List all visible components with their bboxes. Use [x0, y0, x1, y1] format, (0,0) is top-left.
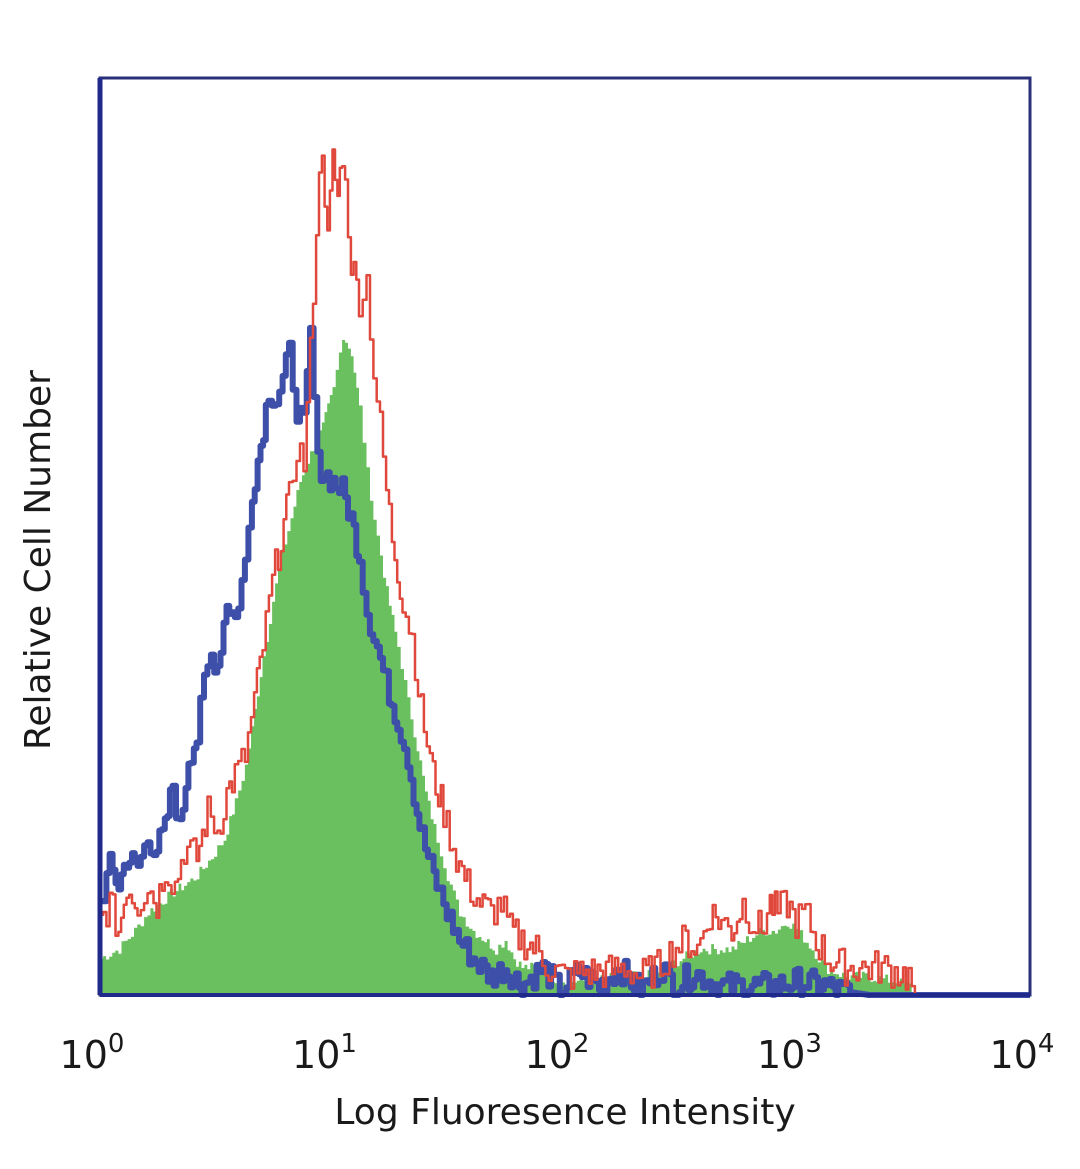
x-axis-title: Log Fluoresence Intensity [334, 1092, 795, 1133]
series-red-line [100, 148, 1030, 997]
x-tick-label: 100 [60, 1029, 125, 1077]
series-fill-area [100, 340, 1030, 995]
x-tick-label: 101 [292, 1029, 357, 1077]
series-blue-line [100, 324, 1030, 998]
y-axis-title: Relative Cell Number [18, 370, 59, 750]
x-tick-label: 104 [990, 1029, 1055, 1077]
x-tick-label: 103 [757, 1029, 822, 1077]
x-tick-labels: 100 101 102 103 104 [60, 1029, 1055, 1077]
series-layer [100, 148, 1030, 998]
x-tick-label: 102 [525, 1029, 590, 1077]
